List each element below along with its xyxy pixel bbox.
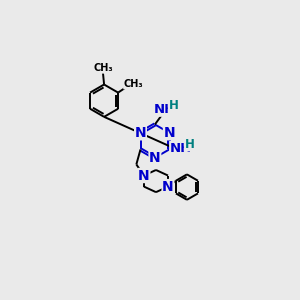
Text: N: N: [135, 126, 146, 140]
Text: CH₃: CH₃: [93, 63, 113, 73]
Text: H: H: [184, 138, 194, 151]
Text: N: N: [138, 169, 150, 182]
Text: NH: NH: [154, 103, 176, 116]
Text: H: H: [168, 100, 178, 112]
Text: N: N: [164, 126, 175, 140]
Text: NH: NH: [170, 142, 192, 154]
Text: CH₃: CH₃: [124, 79, 143, 89]
Text: N: N: [149, 151, 161, 165]
Text: N: N: [162, 180, 174, 194]
